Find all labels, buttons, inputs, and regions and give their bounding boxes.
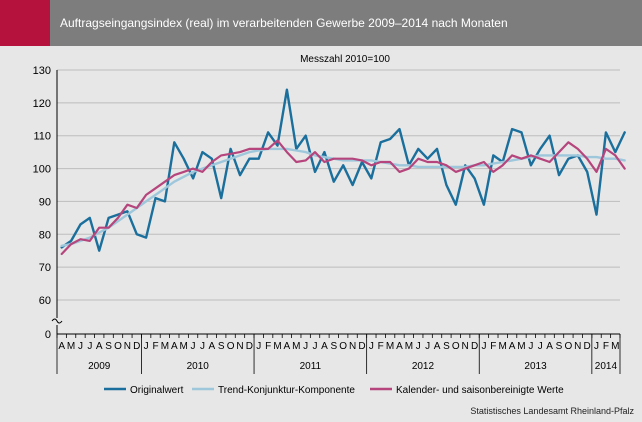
x-tick-label: J (369, 341, 374, 352)
legend-label: Originalwert (130, 385, 184, 396)
series-original-line (60, 88, 626, 252)
x-tick-label: A (546, 341, 553, 352)
source-note: Statistisches Landesamt Rheinland-Pfalz (470, 406, 634, 416)
x-tick-label: J (144, 341, 149, 352)
legend-label: Kalender- und saisonbereinigte Werte (396, 385, 564, 396)
x-tick-label: J (87, 341, 92, 352)
x-tick-label: A (96, 341, 103, 352)
legend-original: Originalwert (104, 385, 184, 396)
y-tick-label: 0 (45, 329, 51, 341)
x-tick-label: D (584, 341, 591, 352)
x-tick-label: J (416, 341, 421, 352)
x-tick-label: M (292, 341, 300, 352)
plot-area (57, 70, 620, 334)
x-tick-label: S (218, 341, 225, 352)
legend-adjusted: Kalender- und saisonbereinigte Werte (370, 385, 564, 396)
chart-subtitle: Messzahl 2010=100 (300, 54, 390, 65)
year-label: 2012 (412, 361, 435, 372)
legend-trend: Trend-Konjunktur-Komponente (192, 385, 355, 396)
x-tick-label: J (303, 341, 308, 352)
y-tick-label: 70 (39, 262, 51, 274)
x-tick-label: F (378, 341, 384, 352)
x-tick-label: J (78, 341, 83, 352)
x-tick-label: M (517, 341, 525, 352)
x-tick-label: M (386, 341, 394, 352)
x-tick-label: M (499, 341, 507, 352)
x-tick-label: A (284, 341, 291, 352)
x-tick-label: O (565, 341, 573, 352)
x-tick-label: J (481, 341, 486, 352)
x-tick-label: A (58, 341, 65, 352)
x-tick-label: M (67, 341, 75, 352)
x-tick-label: A (396, 341, 403, 352)
x-tick-label: J (200, 341, 205, 352)
series-trend-line (60, 147, 626, 248)
series-adjusted-line (60, 139, 626, 256)
y-tick-label: 60 (39, 295, 51, 307)
x-tick-label: S (330, 341, 337, 352)
grid-lines (57, 69, 620, 334)
x-tick-label: D (246, 341, 253, 352)
x-tick-label: J (528, 341, 533, 352)
x-tick-label: N (124, 341, 131, 352)
x-tick-label: M (611, 341, 619, 352)
year-label: 2009 (88, 361, 111, 372)
x-tick-label: O (339, 341, 347, 352)
x-tick-label: S (556, 341, 563, 352)
x-tick-label: F (152, 341, 158, 352)
x-tick-label: A (509, 341, 516, 352)
x-tick-label: O (114, 341, 122, 352)
x-tick-label: O (227, 341, 235, 352)
x-tick-label: F (603, 341, 609, 352)
x-tick-label: D (471, 341, 478, 352)
y-tick-label: 130 (33, 65, 51, 77)
x-tick-label: N (349, 341, 356, 352)
y-tick-label: 90 (39, 196, 51, 208)
x-tick-label: J (191, 341, 196, 352)
x-tick-label: J (313, 341, 318, 352)
chart-title: Auftragseingangsindex (real) im verarbei… (60, 16, 508, 30)
x-tick-label: F (265, 341, 271, 352)
year-label: 2014 (595, 361, 618, 372)
year-label: 2011 (300, 361, 322, 372)
x-tick-label: N (462, 341, 469, 352)
x-tick-label: N (574, 341, 581, 352)
x-tick-label: J (594, 341, 599, 352)
x-tick-label: S (105, 341, 112, 352)
y-tick-label: 80 (39, 229, 51, 241)
x-tick-label: O (452, 341, 460, 352)
x-tick-label: A (171, 341, 178, 352)
legend-label: Trend-Konjunktur-Komponente (218, 385, 355, 396)
x-tick-label: D (358, 341, 365, 352)
x-tick-label: J (538, 341, 543, 352)
x-tick-label: J (425, 341, 430, 352)
x-tick-label: J (256, 341, 261, 352)
y-tick-label: 120 (33, 98, 51, 110)
legend: Originalwert Trend-Konjunktur-Komponente K… (104, 385, 564, 396)
x-tick-label: M (161, 341, 169, 352)
x-tick-label: M (405, 341, 413, 352)
y-tick-label: 100 (33, 164, 51, 176)
year-label: 2013 (524, 361, 547, 372)
axis-break-mark (51, 318, 63, 324)
header-bar (0, 0, 642, 46)
x-tick-label: M (180, 341, 188, 352)
x-tick-label: A (434, 341, 441, 352)
x-tick-label: N (236, 341, 243, 352)
x-tick-label: S (443, 341, 450, 352)
x-tick-label: A (208, 341, 215, 352)
x-tick-label: F (490, 341, 496, 352)
x-tick-label: M (273, 341, 281, 352)
year-label: 2010 (187, 361, 210, 372)
series-lines (60, 88, 626, 256)
x-tick-label: D (133, 341, 140, 352)
x-tick-label: A (321, 341, 328, 352)
y-tick-label: 110 (33, 131, 51, 143)
header-accent (0, 0, 50, 46)
